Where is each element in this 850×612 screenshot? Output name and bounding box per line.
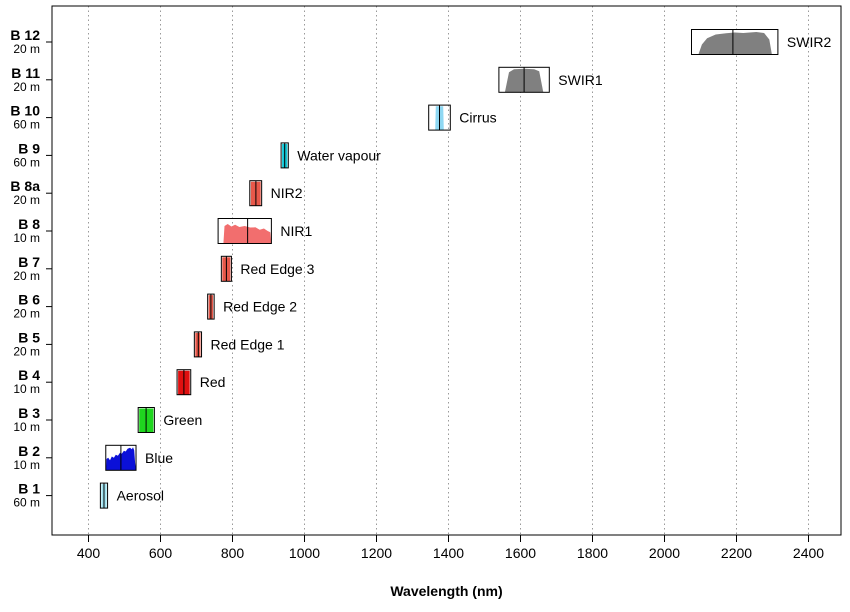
y-tick-band: B 4 <box>18 367 40 383</box>
y-tick-resolution: 60 m <box>13 496 40 510</box>
frame-layer <box>51 5 842 536</box>
band-b-8: NIR1 <box>217 218 312 244</box>
x-axis-title: Wavelength (nm) <box>390 583 502 599</box>
band-label: Aerosol <box>117 488 164 504</box>
band-b-1: Aerosol <box>99 482 164 509</box>
x-tick-label: 1000 <box>289 545 320 561</box>
y-tick-band: B 9 <box>18 140 40 156</box>
y-tick-resolution: 20 m <box>13 80 40 94</box>
band-box <box>691 29 779 55</box>
band-label: Red Edge 2 <box>223 299 297 315</box>
y-tick-resolution: 10 m <box>13 420 40 434</box>
y-tick-band: B 8 <box>18 216 40 232</box>
grid-layer <box>88 6 809 535</box>
y-tick-band: B 10 <box>10 103 40 119</box>
x-tick-label: 1800 <box>577 545 608 561</box>
band-box <box>217 218 272 244</box>
band-b-12: SWIR2 <box>691 29 832 55</box>
band-label: NIR1 <box>280 223 312 239</box>
plot-frame <box>51 5 842 536</box>
band-label: SWIR1 <box>558 72 603 88</box>
y-tick-resolution: 20 m <box>13 307 40 321</box>
y-tick-band: B 8a <box>10 178 40 194</box>
x-tick-label: 1200 <box>361 545 392 561</box>
band-b-6: Red Edge 2 <box>207 293 297 320</box>
y-tick-band: B 5 <box>18 329 40 345</box>
y-tick-band: B 12 <box>10 27 40 43</box>
band-b-10: Cirrus <box>428 104 497 131</box>
y-tick-band: B 1 <box>18 481 40 497</box>
band-b-4: Red <box>176 369 226 396</box>
y-tick-band: B 6 <box>18 292 40 308</box>
band-label: Green <box>163 412 202 428</box>
y-tick-resolution: 20 m <box>13 344 40 358</box>
y-tick-resolution: 20 m <box>13 269 40 283</box>
band-b-11: SWIR1 <box>498 66 603 93</box>
band-label: Cirrus <box>459 110 496 126</box>
x-tick-label: 2000 <box>649 545 680 561</box>
y-tick-band: B 3 <box>18 405 40 421</box>
bands-layer: Aerosol Blue Green Red Red Edge 1 Red Edge 2 R… <box>99 29 832 509</box>
y-tick-resolution: 60 m <box>13 155 40 169</box>
x-tick-label: 2400 <box>793 545 824 561</box>
x-tick-label: 2200 <box>721 545 752 561</box>
band-label: Red Edge 3 <box>240 261 314 277</box>
y-tick-resolution: 10 m <box>13 458 40 472</box>
band-label: Red <box>200 374 226 390</box>
band-b-7: Red Edge 3 <box>220 255 315 282</box>
band-b-5: Red Edge 1 <box>193 331 285 358</box>
x-tick-label: 1400 <box>433 545 464 561</box>
x-tick-label: 1600 <box>505 545 536 561</box>
band-b-9: Water vapour <box>280 142 381 169</box>
x-tick-label: 400 <box>77 545 101 561</box>
y-tick-resolution: 20 m <box>13 42 40 56</box>
y-tick-resolution: 10 m <box>13 231 40 245</box>
y-tick-band: B 2 <box>18 443 40 459</box>
y-tick-resolution: 20 m <box>13 193 40 207</box>
y-tick-resolution: 60 m <box>13 118 40 132</box>
band-label: NIR2 <box>271 185 303 201</box>
y-axis: B 160 mB 210 mB 310 mB 410 mB 520 mB 620… <box>10 27 52 510</box>
y-tick-band: B 7 <box>18 254 40 270</box>
x-tick-label: 800 <box>221 545 245 561</box>
band-label: SWIR2 <box>787 34 832 50</box>
band-label: Red Edge 1 <box>211 336 285 352</box>
y-tick-resolution: 10 m <box>13 382 40 396</box>
x-axis: 400 600 800 1000 1200 1400 1600 1800 2000 2200 240… <box>77 535 824 561</box>
y-tick-band: B 11 <box>11 65 40 81</box>
band-fill <box>698 32 772 55</box>
x-tick-label: 600 <box>149 545 173 561</box>
band-label: Blue <box>145 450 173 466</box>
band-b-3: Green <box>137 407 202 433</box>
band-label: Water vapour <box>297 147 381 163</box>
band-b-2: Blue <box>105 444 173 471</box>
band-b-8a: NIR2 <box>249 180 303 207</box>
